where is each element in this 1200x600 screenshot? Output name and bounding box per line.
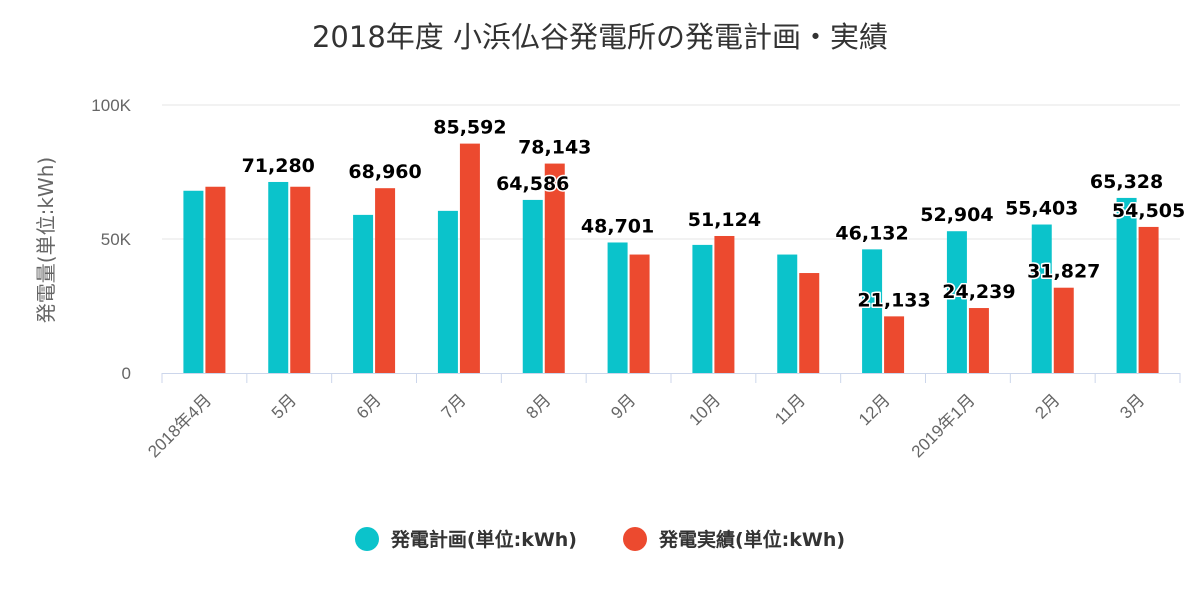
data-label: 65,328 — [1090, 171, 1163, 193]
x-axis-ticks: 2018年4月 5月 6月 7月 8月 9月 10月 11月 12月 2019年1月 2月 3月 — [144, 390, 1148, 461]
y-tick-label: 100K — [91, 96, 131, 115]
bar-actual[interactable] — [884, 316, 905, 373]
x-tick-label: 2月 — [1031, 390, 1063, 422]
data-label: 54,505 — [1112, 200, 1185, 222]
legend-marker-plan — [354, 526, 379, 551]
y-tick-label: 50K — [101, 230, 132, 249]
data-label: 24,239 — [942, 281, 1015, 303]
x-tick-label: 7月 — [438, 390, 470, 422]
bar-plan[interactable] — [692, 244, 713, 373]
chart-title: 2018年度 小浜仏谷発電所の発電計画・実績 — [311, 20, 889, 54]
bar-actual[interactable] — [714, 235, 735, 373]
y-axis-label: 発電量(単位:kWh) — [34, 157, 58, 323]
x-axis — [161, 373, 1181, 383]
data-label: 71,280 — [242, 155, 315, 177]
data-label: 52,904 — [920, 204, 993, 226]
legend: 発電計画(単位:kWh) 発電実績(単位:kWh) — [0, 525, 1200, 552]
data-label: 64,586 — [496, 173, 569, 195]
bar-plan[interactable] — [522, 199, 543, 373]
bar-actual[interactable] — [459, 143, 480, 373]
x-tick-label: 2018年4月 — [144, 390, 215, 461]
x-tick-label: 2019年1月 — [908, 390, 979, 461]
data-label: 55,403 — [1005, 198, 1078, 220]
bar-plan[interactable] — [437, 210, 458, 373]
x-tick-label: 11月 — [771, 390, 809, 428]
x-tick-label: 6月 — [353, 390, 385, 422]
bar-plan[interactable] — [353, 214, 374, 373]
bar-actual[interactable] — [629, 254, 650, 373]
x-tick-label: 10月 — [685, 390, 724, 429]
data-labels: 71,280 64,586 48,701 46,132 52,904 55,403 65,3… — [240, 115, 1187, 313]
data-label: 31,827 — [1027, 261, 1100, 283]
bar-plan[interactable] — [862, 249, 883, 373]
x-tick-label: 9月 — [607, 390, 639, 422]
legend-item-plan[interactable]: 発電計画(単位:kWh) — [354, 525, 577, 552]
bar-plan[interactable] — [946, 231, 967, 373]
bar-plan[interactable] — [1031, 224, 1052, 373]
x-tick-label: 3月 — [1116, 390, 1148, 422]
bars — [183, 143, 1159, 373]
legend-label-plan: 発電計画(単位:kWh) — [390, 529, 577, 551]
bar-plan[interactable] — [183, 190, 204, 373]
bar-plan[interactable] — [777, 254, 798, 373]
y-tick-label: 0 — [122, 364, 131, 383]
data-label: 68,960 — [348, 161, 421, 183]
bar-actual[interactable] — [544, 163, 565, 373]
legend-item-actual[interactable]: 発電実績(単位:kWh) — [623, 525, 845, 552]
data-label: 51,124 — [688, 209, 761, 231]
bar-actual[interactable] — [375, 188, 396, 373]
data-label: 46,132 — [835, 222, 908, 244]
bar-actual[interactable] — [968, 308, 989, 373]
x-tick-label: 8月 — [522, 390, 554, 422]
data-label: 21,133 — [857, 289, 930, 311]
bar-actual[interactable] — [799, 273, 820, 373]
x-tick-label: 5月 — [268, 390, 300, 422]
bar-actual[interactable] — [290, 186, 311, 373]
y-axis-ticks: 0 50K 100K — [91, 96, 131, 383]
bar-plan[interactable] — [607, 242, 628, 373]
data-label: 48,701 — [581, 215, 654, 237]
data-label: 78,143 — [518, 137, 591, 159]
legend-label-actual: 発電実績(単位:kWh) — [659, 529, 846, 551]
bar-plan[interactable] — [268, 181, 289, 373]
bar-plan[interactable] — [1116, 197, 1137, 373]
legend-marker-actual — [623, 526, 647, 551]
bar-actual[interactable] — [1053, 287, 1074, 373]
data-label: 85,592 — [433, 117, 506, 139]
bar-actual[interactable] — [1138, 226, 1159, 373]
bar-actual[interactable] — [205, 186, 226, 373]
gridlines — [162, 104, 1180, 240]
x-tick-label: 12月 — [855, 390, 894, 429]
